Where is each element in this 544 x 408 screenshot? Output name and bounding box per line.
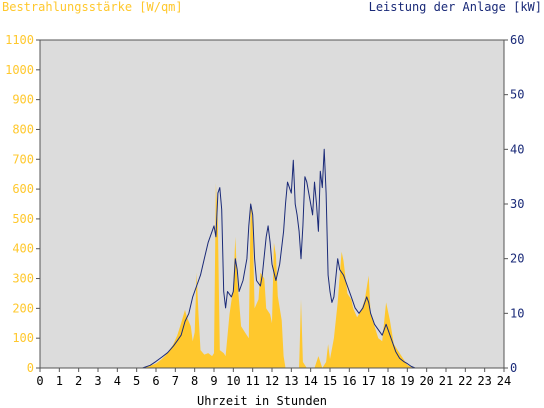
left-tick-label: 900: [12, 93, 34, 107]
x-tick-label: 24: [497, 374, 511, 388]
left-tick-label: 500: [12, 212, 34, 226]
right-axis-title: Leistung der Anlage [kW]: [369, 0, 542, 14]
left-tick-label: 300: [12, 272, 34, 286]
x-tick-label: 20: [419, 374, 433, 388]
left-tick-label: 0: [27, 361, 34, 375]
right-tick-label: 30: [510, 197, 524, 211]
left-tick-label: 200: [12, 301, 34, 315]
x-tick-label: 17: [361, 374, 375, 388]
x-tick-label: 1: [56, 374, 63, 388]
x-tick-label: 21: [439, 374, 453, 388]
x-tick-label: 22: [458, 374, 472, 388]
x-tick-label: 11: [245, 374, 259, 388]
right-tick-label: 40: [510, 142, 524, 156]
x-tick-label: 2: [75, 374, 82, 388]
x-axis-title: Uhrzeit in Stunden: [197, 394, 327, 408]
x-tick-label: 18: [381, 374, 395, 388]
left-tick-label: 800: [12, 122, 34, 136]
left-tick-label: 1100: [5, 33, 34, 47]
x-tick-label: 4: [114, 374, 121, 388]
x-tick-label: 6: [152, 374, 159, 388]
x-tick-label: 7: [172, 374, 179, 388]
x-tick-label: 19: [400, 374, 414, 388]
right-tick-label: 10: [510, 306, 524, 320]
plot-background: [40, 40, 504, 368]
left-axis-title: Bestrahlungsstärke [W/qm]: [2, 0, 183, 14]
x-axis-ticks: 0 1 2 3 4 5 6 7 8 9 10 11 12 13 14 15 16 17 18 19 20 21 22 23 24: [36, 368, 511, 388]
left-tick-label: 400: [12, 242, 34, 256]
left-tick-label: 1000: [5, 63, 34, 77]
left-tick-label: 100: [12, 331, 34, 345]
x-tick-label: 10: [226, 374, 240, 388]
right-tick-label: 60: [510, 33, 524, 47]
power-line: [40, 148, 504, 369]
right-tick-label: 50: [510, 88, 524, 102]
right-tick-label: 20: [510, 252, 524, 266]
left-axis-ticks: 0 100 200 300 400 500 600 700 800 900 1000 1100: [5, 33, 40, 375]
x-tick-label: 12: [265, 374, 279, 388]
x-tick-label: 5: [133, 374, 140, 388]
irradiance-area: [40, 183, 504, 368]
x-tick-label: 9: [210, 374, 217, 388]
x-tick-label: 3: [94, 374, 101, 388]
left-tick-label: 700: [12, 152, 34, 166]
x-tick-label: 15: [323, 374, 337, 388]
x-tick-label: 0: [36, 374, 43, 388]
right-tick-label: 0: [510, 361, 517, 375]
left-tick-label: 600: [12, 182, 34, 196]
x-tick-label: 8: [191, 374, 198, 388]
right-axis-ticks: 0 10 20 30 40 50 60: [504, 33, 524, 375]
x-tick-label: 16: [342, 374, 356, 388]
x-tick-label: 23: [477, 374, 491, 388]
x-tick-label: 14: [303, 374, 317, 388]
x-tick-label: 13: [284, 374, 298, 388]
